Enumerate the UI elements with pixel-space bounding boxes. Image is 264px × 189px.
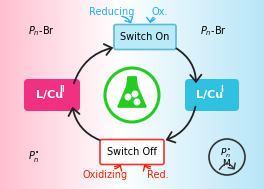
Polygon shape: [127, 77, 137, 86]
Circle shape: [134, 99, 140, 105]
FancyBboxPatch shape: [100, 139, 164, 164]
FancyArrowPatch shape: [219, 163, 235, 170]
Text: M: M: [222, 159, 230, 167]
Text: Reducing: Reducing: [89, 7, 135, 17]
FancyArrowPatch shape: [167, 107, 195, 143]
FancyArrowPatch shape: [147, 17, 155, 22]
Circle shape: [132, 91, 138, 97]
FancyArrowPatch shape: [122, 16, 133, 22]
Text: L/Cu: L/Cu: [36, 90, 64, 100]
FancyArrowPatch shape: [74, 44, 112, 83]
Text: $P_n$-Br: $P_n$-Br: [28, 24, 55, 38]
Text: Switch Off: Switch Off: [107, 147, 157, 157]
Text: Red.: Red.: [147, 170, 169, 180]
Circle shape: [105, 68, 159, 122]
Text: II: II: [59, 85, 65, 94]
FancyBboxPatch shape: [24, 79, 80, 111]
FancyBboxPatch shape: [185, 79, 239, 111]
Text: Switch On: Switch On: [120, 32, 170, 42]
Text: Ox.: Ox.: [152, 7, 168, 17]
Polygon shape: [118, 86, 146, 107]
Text: $P_n$-Br: $P_n$-Br: [200, 24, 227, 38]
Text: L/Cu: L/Cu: [196, 90, 224, 100]
Text: I: I: [220, 85, 223, 94]
FancyArrowPatch shape: [115, 165, 122, 171]
Text: Oxidizing: Oxidizing: [82, 170, 128, 180]
FancyArrowPatch shape: [69, 108, 100, 140]
Text: $P_n^{\bullet}$: $P_n^{\bullet}$: [220, 146, 232, 160]
FancyBboxPatch shape: [114, 25, 176, 50]
Circle shape: [125, 94, 131, 100]
Text: $P_n^{\bullet}$: $P_n^{\bullet}$: [28, 149, 40, 164]
FancyArrowPatch shape: [176, 48, 201, 82]
FancyArrowPatch shape: [143, 165, 150, 171]
